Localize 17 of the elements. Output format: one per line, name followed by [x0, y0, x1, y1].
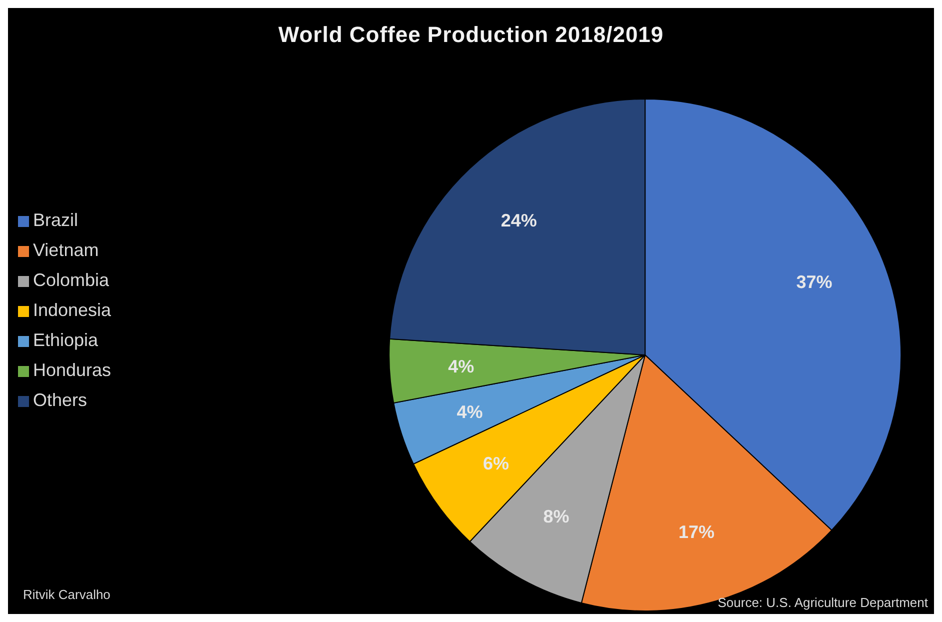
legend-label: Others [33, 390, 88, 410]
data-label: 6% [482, 453, 509, 474]
source-note: Source: U.S. Agriculture Department [718, 595, 928, 610]
legend-label: Ethiopia [33, 330, 98, 350]
data-label: 24% [500, 210, 537, 231]
data-label: 4% [456, 402, 483, 422]
data-label: 8% [543, 506, 570, 527]
data-label: 4% [448, 356, 474, 377]
legend-label: Colombia [33, 270, 110, 290]
data-label: 17% [678, 522, 715, 542]
chart-title: World Coffee Production 2018/2019 [277, 22, 665, 48]
text: Ritvik Carvalho [23, 587, 110, 602]
legend-label: Indonesia [33, 300, 112, 320]
legend-label: Honduras [33, 360, 112, 380]
legend-label: Vietnam [33, 240, 99, 260]
data-label: 37% [796, 272, 832, 292]
legend-label: Brazil [33, 210, 78, 230]
